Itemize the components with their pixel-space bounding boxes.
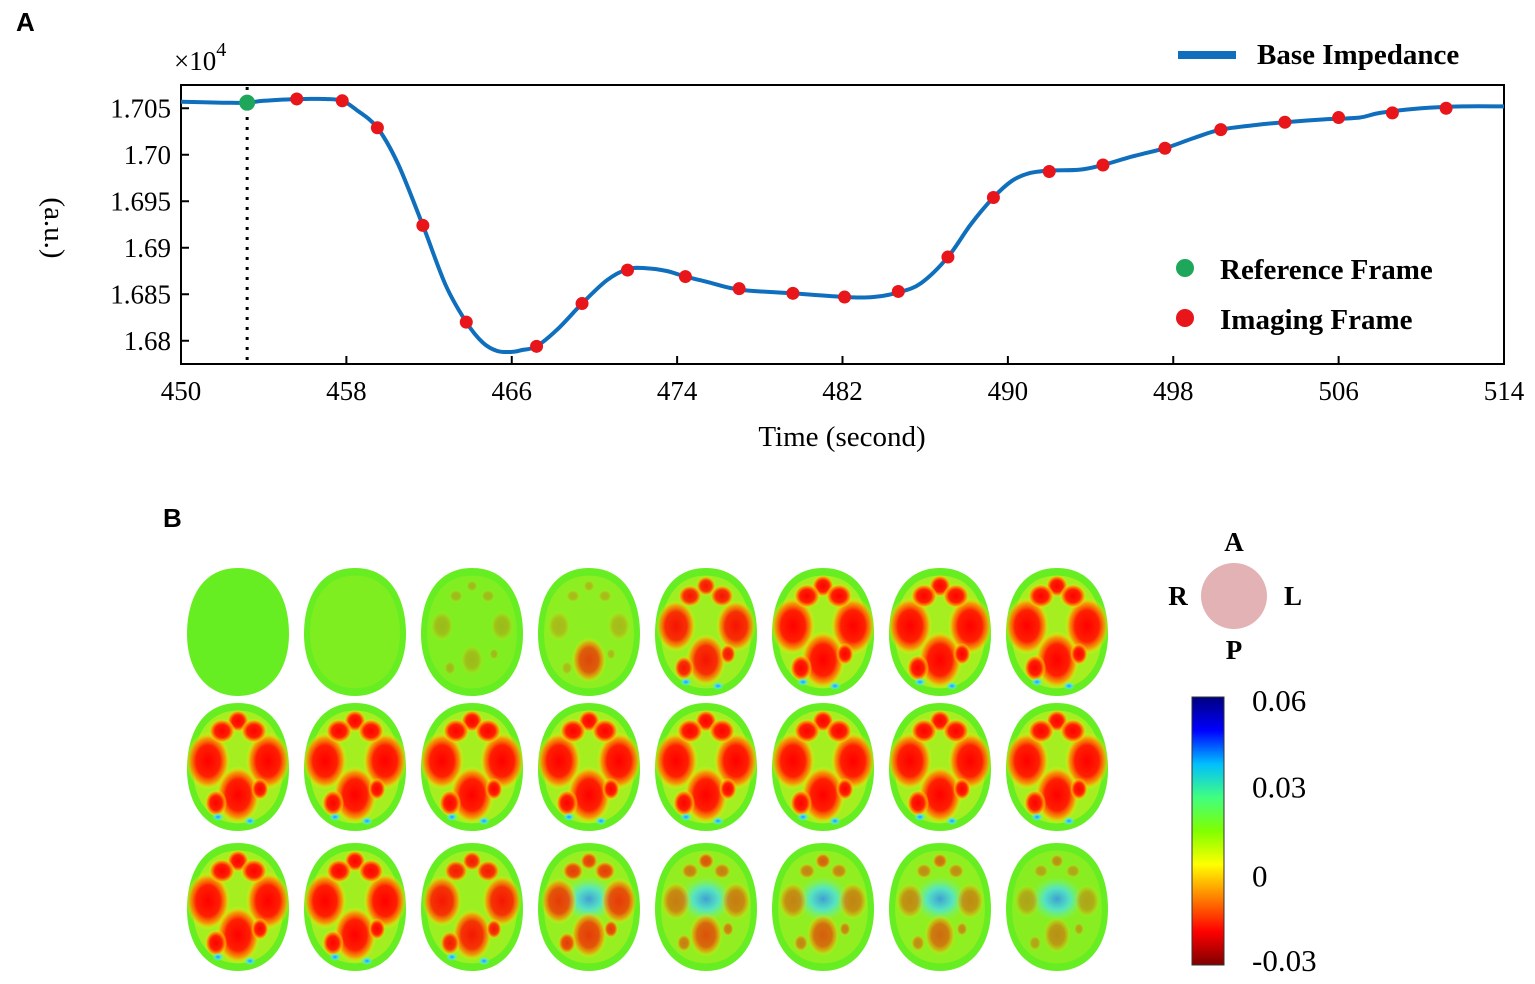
imaging-frame-point: [621, 263, 635, 277]
imaging-frame-point: [1042, 164, 1056, 178]
legend-label-base-impedance: Base Impedance: [1257, 39, 1459, 71]
eit-frame-image: [421, 703, 523, 831]
imaging-frame-point: [678, 270, 692, 284]
y-tick-label: 1.685: [110, 279, 171, 309]
x-tick-label: 450: [161, 376, 202, 406]
orientation-indicator: A P R L: [1168, 527, 1302, 665]
y-tick-label: 1.705: [110, 93, 171, 123]
head-outline: [187, 568, 289, 696]
imaging-frame-point: [1439, 101, 1453, 115]
colorbar-tick-label: -0.03: [1252, 943, 1317, 978]
y-tick-label: 1.70: [124, 140, 171, 170]
orientation-right: R: [1168, 581, 1188, 611]
eit-frame-image: [187, 703, 289, 831]
imaging-frame-point: [370, 121, 384, 135]
impedance-chart: 1.68 1.685 1.69 1.695 1.70 1.705 450 458 466 474…: [38, 39, 1525, 453]
orientation-posterior: P: [1226, 635, 1243, 665]
imaging-frame-point: [1096, 158, 1110, 172]
y-tick-label: 1.68: [124, 326, 171, 356]
x-tick-label: 506: [1318, 376, 1359, 406]
series-line-base-impedance: [180, 96, 1505, 355]
eit-frame-image: [187, 568, 289, 696]
y-tick-label: 1.69: [124, 233, 171, 263]
imaging-frame-point: [290, 92, 304, 106]
eit-frame-image: [1006, 703, 1108, 831]
x-tick-label: 514: [1484, 376, 1525, 406]
imaging-frame-point: [575, 297, 589, 311]
imaging-frame-point: [732, 282, 746, 296]
eit-frame-image: [304, 568, 406, 696]
panel-letter-a: A: [16, 7, 35, 37]
imaging-frame-points: [290, 92, 1453, 353]
colorbar-gradient: [1191, 696, 1225, 966]
legend-label-imaging-frame: Imaging Frame: [1220, 304, 1413, 336]
eit-image-grid: [187, 568, 1108, 971]
imaging-frame-point: [335, 94, 349, 108]
legend: Base Impedance Reference Frame Imaging F…: [1176, 39, 1459, 336]
imaging-frame-point: [530, 339, 544, 353]
y-tick-label: 1.695: [110, 186, 171, 216]
reference-frame-point: [239, 94, 256, 111]
colorbar-tick-label: 0.03: [1252, 769, 1306, 804]
eit-frame-image: [421, 568, 523, 696]
eit-frame-image: [1006, 568, 1108, 696]
imaging-frame-point: [1385, 106, 1399, 120]
x-axis: 450 458 466 474 482 490 498 506 514: [161, 356, 1525, 406]
imaging-frame-point: [986, 191, 1000, 205]
legend-label-reference-frame: Reference Frame: [1220, 254, 1433, 286]
y-axis-label: (a.u.): [38, 197, 70, 258]
x-tick-label: 458: [326, 376, 367, 406]
imaging-frame-point: [786, 286, 800, 300]
eit-frame-image: [304, 843, 406, 971]
colorbar-tick-label: 0: [1252, 859, 1268, 894]
orientation-disc: [1201, 563, 1267, 629]
eit-frame-image: [655, 843, 757, 971]
imaging-frame-point: [459, 315, 473, 329]
colorbar-ticks: 0.06 0.03 0 -0.03: [1252, 683, 1317, 978]
eit-frame-image: [538, 843, 640, 971]
eit-frame-image: [772, 568, 874, 696]
eit-frame-image: [655, 703, 757, 831]
x-tick-label: 482: [822, 376, 863, 406]
eit-frame-image: [772, 843, 874, 971]
legend-swatch-reference: [1176, 259, 1194, 277]
eit-frame-image: [655, 568, 757, 696]
eit-frame-image: [889, 703, 991, 831]
x-tick-label: 498: [1153, 376, 1194, 406]
orientation-anterior: A: [1224, 527, 1244, 557]
imaging-frame-point: [1278, 115, 1292, 129]
legend-swatch-imaging: [1176, 309, 1194, 327]
eit-frame-image: [538, 703, 640, 831]
eit-frame-image: [1006, 843, 1108, 971]
colorbar-tick-label: 0.06: [1252, 683, 1306, 718]
eit-frame-image: [772, 703, 874, 831]
imaging-frame-point: [1332, 111, 1346, 125]
eit-frame-image: [304, 703, 406, 831]
imaging-frame-point: [1158, 141, 1172, 155]
imaging-frame-point: [838, 290, 852, 304]
x-axis-label: Time (second): [758, 421, 925, 453]
eit-frame-image: [889, 568, 991, 696]
eit-frame-image: [421, 843, 523, 971]
imaging-frame-point: [891, 284, 905, 298]
head-outline: [304, 568, 406, 696]
colorbar: 0.06 0.03 0 -0.03: [1191, 683, 1317, 978]
y-axis: 1.68 1.685 1.69 1.695 1.70 1.705: [110, 93, 189, 356]
eit-frame-image: [889, 843, 991, 971]
orientation-left: L: [1284, 581, 1302, 611]
eit-frame-image: [187, 843, 289, 971]
x-tick-label: 490: [988, 376, 1029, 406]
x-tick-label: 466: [492, 376, 533, 406]
y-multiplier: ×104: [174, 39, 226, 76]
imaging-frame-point: [416, 218, 430, 232]
eit-frame-image: [538, 568, 640, 696]
imaging-frame-point: [1214, 123, 1228, 137]
imaging-frame-point: [941, 250, 955, 264]
x-tick-label: 474: [657, 376, 698, 406]
panel-letter-b: B: [163, 503, 182, 533]
